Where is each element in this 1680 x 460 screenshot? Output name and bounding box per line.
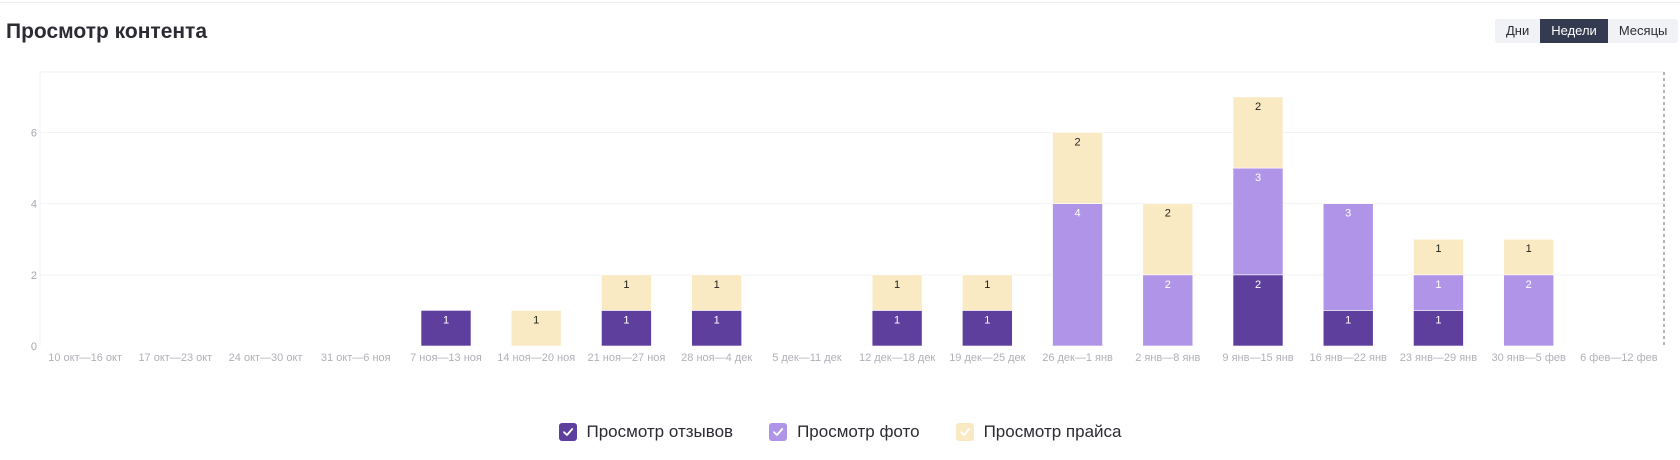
- y-tick-label: 2: [31, 270, 37, 282]
- x-tick-label: 16 янв—22 янв: [1310, 352, 1387, 364]
- bar-value-label: 1: [533, 314, 539, 326]
- x-tick-label: 24 окт—30 окт: [229, 352, 303, 364]
- bar-segment: [420, 310, 472, 347]
- bar-segment: [1503, 238, 1554, 276]
- page-title: Просмотр контента: [6, 20, 208, 43]
- x-tick-label: 6 фев—12 фев: [1580, 352, 1658, 364]
- stacked-bar-chart: 0 2 4 6 10 окт—16 окт 17 окт—23 окт 24 окт—30 …: [31, 71, 1665, 364]
- legend-checkbox-photos[interactable]: [769, 423, 788, 441]
- bar-value-label: 2: [1255, 279, 1261, 291]
- top-divider: [0, 2, 1680, 3]
- check-icon: [773, 428, 784, 436]
- x-tick-label: 12 дек—18 дек: [859, 352, 935, 364]
- bar-segment: [1413, 238, 1464, 276]
- bar-value-label: 2: [1255, 101, 1261, 113]
- bar-segment: [1232, 96, 1284, 169]
- bar-segment: [1503, 274, 1554, 347]
- bar-segment: [1413, 310, 1464, 347]
- bar-value-label: 2: [1074, 136, 1080, 148]
- bar-value-label: 1: [623, 314, 629, 326]
- y-tick-label: 4: [31, 199, 37, 211]
- legend-label-photos: Просмотр фото: [797, 422, 920, 441]
- period-months-button[interactable]: Месяцы: [1607, 19, 1679, 43]
- bar-value-label: 1: [1435, 243, 1441, 255]
- bar-segment: [1232, 167, 1284, 276]
- x-tick-label: 17 окт—23 окт: [138, 352, 212, 364]
- y-tick-label: 0: [31, 341, 37, 353]
- bar-value-label: 1: [623, 279, 629, 291]
- x-tick-label: 2 янв—8 янв: [1135, 352, 1200, 364]
- bar-value-label: 3: [1345, 208, 1351, 220]
- x-tick-label: 26 дек—1 янв: [1042, 352, 1113, 364]
- x-tick-label: 21 ноя—27 ноя: [587, 352, 665, 364]
- bar-segment: [962, 274, 1013, 311]
- bar-segment: [871, 310, 923, 347]
- bar-segment: [510, 310, 562, 347]
- bar-value-label: 1: [894, 314, 900, 326]
- bar-segment: [601, 274, 652, 311]
- bar-segment: [1142, 274, 1194, 347]
- bar-segment: [1232, 274, 1284, 347]
- bar-segment: [1052, 203, 1103, 347]
- check-icon: [959, 428, 970, 436]
- x-tick-label: 31 окт—6 ноя: [321, 352, 391, 364]
- legend-checkbox-price[interactable]: [955, 423, 974, 441]
- period-switch: Дни Недели Месяцы: [1495, 19, 1679, 43]
- period-days-button[interactable]: Дни: [1495, 19, 1541, 43]
- bar-segment: [691, 274, 742, 311]
- bar-value-label: 2: [1165, 208, 1171, 220]
- bar-value-label: 1: [443, 314, 449, 326]
- bar-segment: [1322, 310, 1374, 347]
- bar-value-label: 2: [1165, 279, 1171, 291]
- bar-segment: [962, 310, 1013, 347]
- x-tick-label: 5 дек—11 дек: [772, 352, 842, 364]
- bar-value-label: 1: [1345, 314, 1351, 326]
- period-weeks-button[interactable]: Недели: [1540, 19, 1608, 43]
- legend-item-photos[interactable]: Просмотр фото: [769, 422, 920, 442]
- bar-segment: [1413, 274, 1464, 311]
- bar-segment: [601, 310, 652, 347]
- bar-value-label: 1: [714, 314, 720, 326]
- x-tick-label: 30 янв—5 фев: [1491, 352, 1566, 364]
- bar-value-label: 1: [894, 279, 900, 291]
- bar-value-label: 2: [1526, 279, 1532, 291]
- legend-item-price[interactable]: Просмотр прайса: [955, 422, 1122, 442]
- chart-legend: Просмотр отзывов Просмотр фото Просмотр …: [0, 422, 1680, 442]
- bar-value-label: 1: [984, 314, 990, 326]
- check-icon: [562, 428, 573, 436]
- legend-label-reviews: Просмотр отзывов: [586, 422, 734, 441]
- x-tick-label: 10 окт—16 окт: [48, 352, 122, 364]
- x-tick-label: 7 ноя—13 ноя: [410, 352, 482, 364]
- bar-value-label: 1: [984, 279, 990, 291]
- legend-label-price: Просмотр прайса: [983, 422, 1122, 441]
- bar-value-label: 1: [1435, 314, 1441, 326]
- x-tick-label: 28 ноя—4 дек: [681, 352, 752, 364]
- x-tick-label: 14 ноя—20 ноя: [497, 352, 575, 364]
- bar-value-label: 1: [1435, 279, 1441, 291]
- x-tick-label: 23 янв—29 янв: [1400, 352, 1477, 364]
- bar-value-label: 4: [1074, 208, 1080, 220]
- bar-segment: [1142, 203, 1194, 276]
- x-tick-label: 9 янв—15 янв: [1222, 352, 1293, 364]
- bar-segment: [691, 310, 742, 347]
- legend-item-reviews[interactable]: Просмотр отзывов: [558, 422, 734, 442]
- bar-segment: [1322, 203, 1374, 311]
- bar-segment: [871, 274, 923, 311]
- bar-value-label: 1: [714, 279, 720, 291]
- y-tick-label: 6: [31, 127, 37, 139]
- bar-segment: [1052, 132, 1103, 204]
- x-tick-label: 19 дек—25 дек: [949, 352, 1025, 364]
- legend-checkbox-reviews[interactable]: [558, 423, 577, 441]
- bar-value-label: 1: [1526, 243, 1532, 255]
- bar-value-label: 3: [1255, 172, 1261, 184]
